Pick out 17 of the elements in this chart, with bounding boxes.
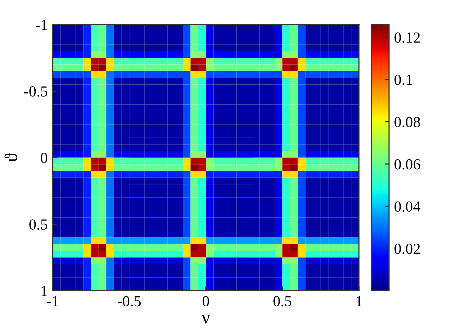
x-tick-label: 0.5 bbox=[274, 296, 292, 307]
x-tick-label: 0 bbox=[202, 296, 210, 307]
y-tick-label: -0.5 bbox=[24, 86, 48, 97]
y-axis-title: ϑ bbox=[4, 153, 18, 162]
color-bar-label: 0.04 bbox=[394, 202, 421, 212]
color-bar-label: 0.1 bbox=[394, 74, 412, 86]
y-tick-label: 0 bbox=[41, 153, 48, 164]
color-bar-label: 0.06 bbox=[394, 159, 420, 170]
color-bar-label: 0.02 bbox=[394, 244, 420, 254]
x-axis-title: ν bbox=[202, 315, 210, 324]
color-bar-label: 0.08 bbox=[394, 117, 420, 128]
x-tick-label: -0.5 bbox=[118, 296, 142, 307]
y-tick-label: -1 bbox=[36, 20, 48, 30]
color-bar-label: 0.12 bbox=[394, 32, 420, 44]
y-tick-label: 0.5 bbox=[30, 220, 48, 230]
y-tick-label: 1 bbox=[42, 286, 48, 296]
x-tick-label: 1 bbox=[356, 296, 362, 306]
